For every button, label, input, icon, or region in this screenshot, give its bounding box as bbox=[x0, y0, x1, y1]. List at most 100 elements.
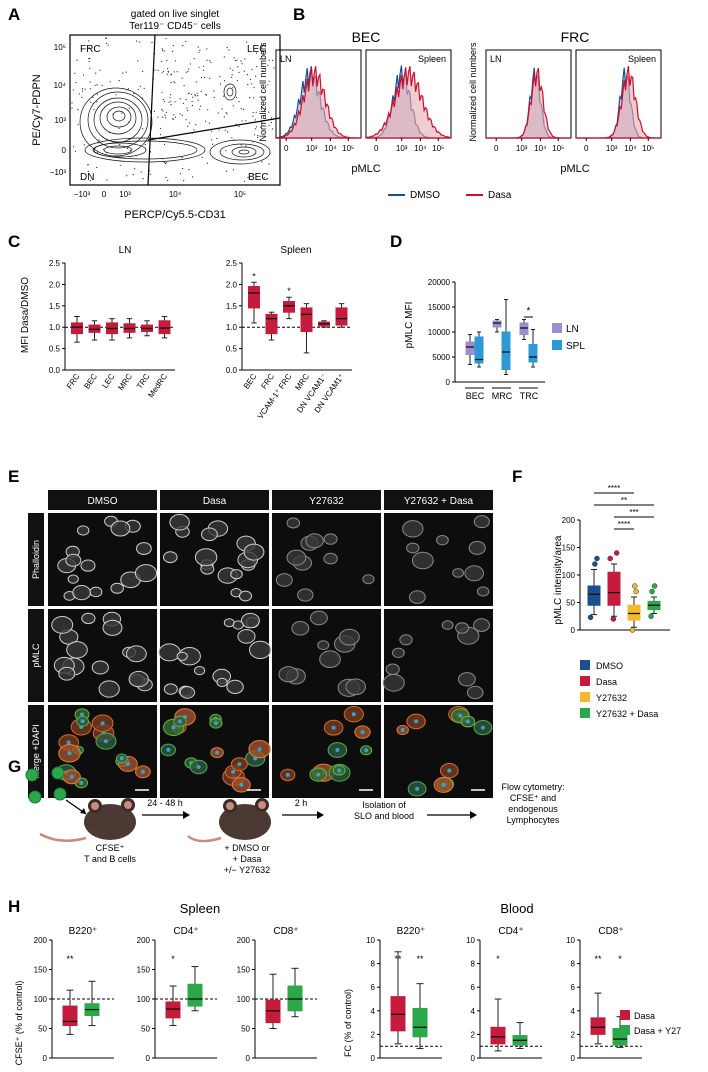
significance-star: ** bbox=[621, 496, 627, 505]
ytick: 0 bbox=[471, 1054, 476, 1063]
histogram-xtick: 10⁵ bbox=[552, 144, 564, 153]
box-spl bbox=[474, 336, 484, 364]
g-flow-l3: endogenous bbox=[508, 804, 558, 814]
legend-swatch bbox=[580, 676, 590, 686]
quadrant-bec: BEC bbox=[248, 172, 269, 183]
box-f bbox=[587, 585, 601, 606]
column-header-label: Y27632 bbox=[309, 496, 344, 507]
outlier-point bbox=[648, 613, 654, 619]
histogram-dasa bbox=[275, 66, 361, 139]
microscopy-image bbox=[384, 513, 493, 606]
f-legend: DMSO Dasa Y27632 Y27632 + Dasa bbox=[580, 660, 658, 719]
ytick: 150 bbox=[562, 544, 576, 553]
column-header bbox=[272, 490, 381, 510]
ytick: 0.0 bbox=[226, 366, 238, 375]
legend-dasa-h: Dasa bbox=[634, 1011, 655, 1021]
legend-dasa-swatch bbox=[620, 1010, 630, 1020]
outlier-point bbox=[587, 614, 594, 621]
box-h bbox=[412, 1007, 428, 1038]
ytick: 10 bbox=[466, 936, 475, 945]
row-header bbox=[28, 513, 44, 606]
category-label: MRC bbox=[116, 372, 134, 392]
outlier-point bbox=[610, 616, 617, 622]
g-step1: 24 - 48 h bbox=[147, 798, 183, 808]
significance-star: **** bbox=[618, 520, 630, 529]
ytick: 1.0 bbox=[49, 323, 61, 332]
outlier-point bbox=[629, 627, 636, 633]
a-ytick: −10³ bbox=[50, 168, 67, 177]
histogram-dasa bbox=[486, 67, 571, 139]
b-title-frc: FRC bbox=[561, 29, 590, 45]
histogram-xtick: 0 bbox=[374, 144, 379, 153]
box-ln bbox=[519, 322, 529, 335]
category-label: LEC bbox=[100, 372, 116, 390]
box-spl bbox=[528, 344, 538, 363]
arrow-icon bbox=[470, 811, 477, 819]
ytick: 2 bbox=[571, 1030, 576, 1039]
ytick: 200 bbox=[562, 516, 576, 525]
g-flow-l2: CFSE⁺ and bbox=[510, 793, 556, 803]
ytick: 100 bbox=[237, 995, 251, 1004]
outlier-point bbox=[631, 583, 638, 589]
a-ylabel: PE/Cy7-PDPN bbox=[31, 74, 43, 146]
ytick: 200 bbox=[237, 936, 251, 945]
ytick: 4 bbox=[371, 1007, 376, 1016]
ytick: 0 bbox=[146, 1054, 151, 1063]
ytick: 8 bbox=[371, 960, 376, 969]
box-h bbox=[590, 1017, 606, 1035]
ytick: 2.5 bbox=[49, 259, 61, 268]
b-xlabel-1: pMLC bbox=[351, 163, 380, 175]
row-header-label: Merge +DAPI bbox=[31, 724, 41, 778]
g-step2: 2 h bbox=[295, 798, 308, 808]
box-f bbox=[627, 604, 641, 621]
gate-text-2: Ter119⁻ CD45⁻ cells bbox=[129, 21, 221, 32]
column-header-label: DMSO bbox=[88, 496, 118, 507]
ytick: 2.0 bbox=[49, 280, 61, 289]
ytick: 1.0 bbox=[226, 323, 238, 332]
ytick: 50 bbox=[241, 1025, 250, 1034]
histogram-xtick: 10⁴ bbox=[534, 144, 547, 153]
panel-label-f: F bbox=[512, 467, 522, 486]
legend-swatch bbox=[580, 708, 590, 718]
ytick: 1.5 bbox=[226, 302, 238, 311]
box-spl bbox=[501, 331, 511, 370]
ytick: 50 bbox=[38, 1025, 47, 1034]
row-header-label: Phalloidin bbox=[31, 540, 41, 579]
box-ln bbox=[465, 341, 475, 355]
box-spleen bbox=[248, 286, 260, 309]
g-mouse1-l1: CFSE⁺ bbox=[96, 843, 125, 853]
c-title-ln: LN bbox=[119, 245, 132, 256]
ytick: 200 bbox=[34, 936, 48, 945]
outlier-point bbox=[592, 561, 598, 567]
histogram-name: LN bbox=[280, 54, 292, 64]
category-label: TRC bbox=[135, 372, 152, 391]
ytick: 0 bbox=[43, 1054, 48, 1063]
box-spleen bbox=[335, 307, 348, 326]
panel-label-e: E bbox=[8, 467, 19, 486]
outlier-point bbox=[594, 555, 600, 562]
ytick: 100 bbox=[34, 995, 48, 1004]
significance-star: **** bbox=[608, 484, 620, 493]
ytick: 1.5 bbox=[49, 302, 61, 311]
box-plots-h: 200150100500B220⁺**200150100500CD4⁺*2001… bbox=[34, 926, 642, 1063]
ytick: 5000 bbox=[432, 353, 450, 362]
category-label: FRC bbox=[259, 372, 276, 391]
histogram-xtick: 10⁵ bbox=[642, 144, 654, 153]
column-header bbox=[384, 490, 493, 510]
significance-star: ** bbox=[594, 954, 602, 964]
box-h bbox=[187, 983, 203, 1007]
quadrant-lec: LEC bbox=[247, 44, 266, 55]
legend-swatch bbox=[580, 660, 590, 670]
b-ylabel-2: Normalized cell numbers bbox=[468, 42, 478, 142]
ytick: 20000 bbox=[428, 278, 451, 287]
category-label: VCAM-1⁺ FRC bbox=[256, 372, 294, 421]
significance-star: ** bbox=[394, 954, 402, 964]
cells-icon bbox=[25, 766, 67, 804]
panel-label-h: H bbox=[8, 897, 20, 916]
box-spleen bbox=[283, 301, 295, 313]
a-xtick: 10³ bbox=[119, 190, 131, 199]
legend-combo-h: Dasa + Y27 bbox=[634, 1026, 681, 1036]
box-plots-d: 20000 15000 10000 5000 0 BEC MRC TRC * bbox=[428, 278, 545, 401]
significance-star: ** bbox=[66, 954, 74, 964]
